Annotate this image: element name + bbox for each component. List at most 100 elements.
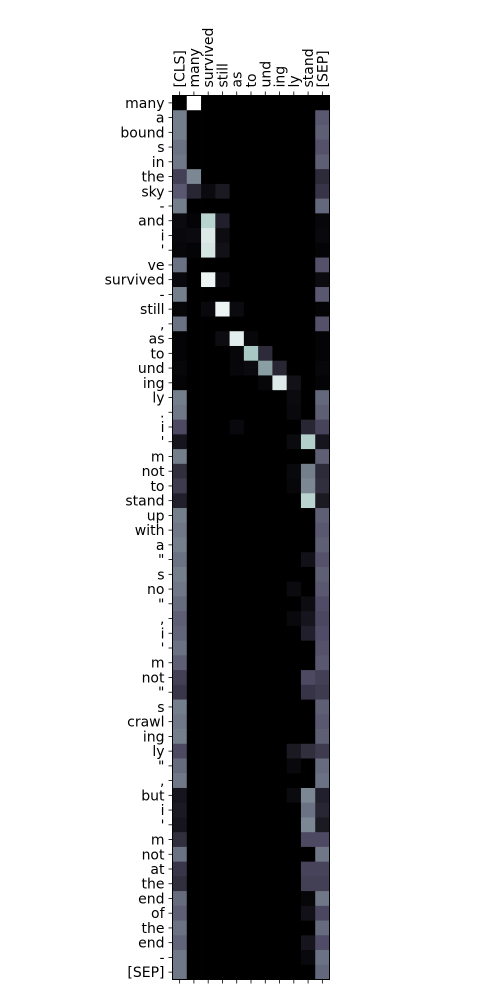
heatmap-cell <box>258 670 273 686</box>
heatmap-cell <box>272 684 288 700</box>
heatmap-cell <box>186 920 202 936</box>
heatmap-cell <box>272 640 288 656</box>
heatmap-cell <box>243 154 259 170</box>
heatmap-cell <box>243 861 259 877</box>
heatmap-cell <box>186 434 202 450</box>
heatmap-cell <box>300 743 316 759</box>
heatmap-cell <box>272 729 288 745</box>
heatmap-cell <box>172 655 188 671</box>
heatmap-cell <box>229 272 245 288</box>
heatmap-cell <box>243 743 259 759</box>
heatmap-cell <box>315 449 330 465</box>
heatmap-cell <box>286 596 302 612</box>
heatmap-cell <box>300 640 316 656</box>
heatmap-cell <box>272 419 288 435</box>
heatmap-cell <box>258 611 273 627</box>
heatmap-cell <box>272 301 288 317</box>
heatmap-cell <box>286 773 302 789</box>
heatmap-cell <box>229 787 245 804</box>
heatmap-cell <box>286 434 302 450</box>
heatmap-cell <box>286 139 302 155</box>
heatmap-cell <box>201 213 216 229</box>
heatmap-cell <box>286 787 302 804</box>
heatmap-cell <box>315 228 330 244</box>
heatmap-cell <box>272 861 288 877</box>
x-tick-label: to <box>244 73 260 87</box>
heatmap-cell <box>229 95 245 111</box>
heatmap-cell <box>186 714 202 730</box>
heatmap-cell <box>272 124 288 141</box>
heatmap-cell <box>215 787 230 804</box>
heatmap-cell <box>300 95 316 111</box>
heatmap-cell <box>286 242 302 258</box>
heatmap-cell <box>315 198 330 214</box>
heatmap-cell <box>172 390 188 406</box>
heatmap-cell <box>258 257 273 273</box>
heatmap-cell <box>172 522 188 538</box>
heatmap-cell <box>172 846 188 863</box>
heatmap-cell <box>172 935 188 951</box>
heatmap-cell <box>272 581 288 597</box>
heatmap-cell <box>229 213 245 229</box>
heatmap-cell <box>243 891 259 907</box>
heatmap-cell <box>229 183 245 200</box>
x-tick-label: [SEP] <box>315 50 331 87</box>
heatmap-cell <box>229 552 245 568</box>
heatmap-cell <box>243 124 259 141</box>
y-tick-label: m <box>151 656 165 672</box>
heatmap-cell <box>243 478 259 494</box>
heatmap-cell <box>300 566 316 583</box>
heatmap-cell <box>300 463 316 479</box>
heatmap-cell <box>272 95 288 111</box>
heatmap-cell <box>215 920 230 936</box>
heatmap-cell <box>272 964 288 980</box>
heatmap-cell <box>201 169 216 185</box>
heatmap-cell <box>172 360 188 376</box>
heatmap-cell <box>186 699 202 715</box>
heatmap-cell <box>258 935 273 951</box>
heatmap-cell <box>243 419 259 435</box>
heatmap-cell <box>186 670 202 686</box>
heatmap-cell <box>229 625 245 642</box>
heatmap-cell <box>243 581 259 597</box>
heatmap-cell <box>286 228 302 244</box>
heatmap-cell <box>201 478 216 494</box>
heatmap-cell <box>243 95 259 111</box>
heatmap-cell <box>272 257 288 273</box>
x-tick-label: as <box>230 72 246 88</box>
heatmap-cell <box>215 876 230 892</box>
heatmap-cell <box>201 508 216 524</box>
heatmap-cell <box>243 802 259 818</box>
heatmap-cell <box>186 640 202 656</box>
heatmap-cell <box>286 817 302 833</box>
heatmap-cell <box>172 625 188 642</box>
heatmap-cell <box>172 375 188 391</box>
heatmap-cell <box>229 228 245 244</box>
heatmap-cell <box>300 655 316 671</box>
heatmap-cell <box>186 537 202 553</box>
heatmap-cell <box>258 124 273 141</box>
heatmap-cell <box>258 787 273 804</box>
heatmap-cell <box>186 95 202 111</box>
heatmap-cell <box>229 861 245 877</box>
heatmap-cell <box>229 846 245 863</box>
heatmap-cell <box>229 655 245 671</box>
heatmap-cell <box>315 154 330 170</box>
heatmap-cell <box>315 287 330 303</box>
heatmap-cell <box>300 846 316 863</box>
heatmap-cell <box>286 287 302 303</box>
heatmap-cell <box>186 419 202 435</box>
heatmap-cell <box>172 817 188 833</box>
y-tick-label: but <box>141 788 165 804</box>
heatmap-cell <box>315 110 330 126</box>
heatmap-cell <box>172 198 188 214</box>
heatmap-cell <box>215 375 230 391</box>
heatmap-cell <box>243 758 259 774</box>
heatmap-cell <box>258 625 273 642</box>
heatmap-cell <box>229 699 245 715</box>
heatmap-cell <box>286 404 302 421</box>
heatmap-cell <box>258 493 273 509</box>
heatmap-cell <box>186 110 202 126</box>
heatmap-cell <box>201 419 216 435</box>
heatmap-cell <box>201 331 216 347</box>
